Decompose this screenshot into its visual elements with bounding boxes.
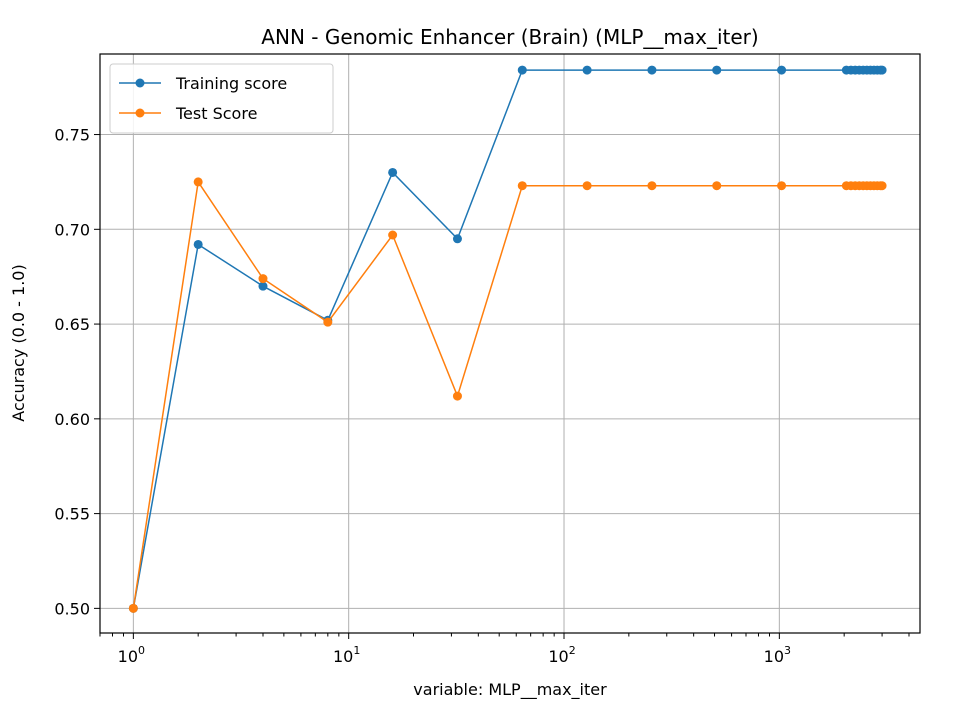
series-0-point (193, 239, 203, 249)
series-line-0 (132, 69, 883, 609)
y-tick-label: 0.55 (54, 505, 90, 524)
x-axis-label: variable: MLP__max_iter (413, 680, 607, 700)
series-1-point (582, 181, 592, 191)
y-axis-label: Accuracy (0.0 - 1.0) (9, 264, 28, 421)
series-1-point (323, 317, 333, 327)
x-tick-base: 10 (548, 647, 568, 666)
legend-box (109, 63, 334, 134)
plot-area (128, 65, 887, 613)
series-1-point (258, 274, 268, 284)
series-0-point (388, 167, 398, 177)
x-tick-base: 10 (118, 647, 138, 666)
series-0-point (877, 65, 887, 75)
x-tick-exponent: 1 (353, 644, 360, 657)
series-1-point (193, 177, 203, 187)
y-tick-label: 0.50 (54, 599, 90, 618)
series-1-point (712, 181, 722, 191)
series-1-point (777, 181, 787, 191)
grid (100, 54, 920, 633)
x-tick-base: 10 (764, 647, 784, 666)
x-tick-label: 100 (118, 644, 145, 666)
x-tick-exponent: 0 (138, 644, 145, 657)
plot-frame (99, 53, 921, 634)
x-tick-label: 101 (333, 644, 360, 666)
series-1-point (452, 391, 462, 401)
series-0-point (582, 65, 592, 75)
x-tick-base: 10 (333, 647, 353, 666)
series-1-point (128, 603, 138, 613)
series-1-point (647, 181, 657, 191)
series-0-point (452, 234, 462, 244)
series-0-point (647, 65, 657, 75)
series-0-point (517, 65, 527, 75)
series-1-point (388, 230, 398, 240)
legend-label-1: Test Score (175, 104, 257, 123)
legend-marker-0 (135, 78, 145, 88)
x-tick-label: 103 (764, 644, 791, 666)
series-0-point (777, 65, 787, 75)
chart-title: ANN - Genomic Enhancer (Brain) (MLP__max… (261, 25, 758, 49)
x-tick-label: 102 (548, 644, 575, 666)
series-0-point (712, 65, 722, 75)
y-tick-label: 0.60 (54, 410, 90, 429)
series-1-point (877, 181, 887, 191)
series-0-point (258, 281, 268, 291)
x-tick-exponent: 2 (569, 644, 576, 657)
y-tick-label: 0.75 (54, 126, 90, 145)
legend-marker-1 (135, 108, 145, 118)
x-tick-exponent: 3 (784, 644, 791, 657)
series-1-point (517, 181, 527, 191)
legend: Training score Test Score (109, 63, 334, 134)
series-line-1 (132, 179, 883, 609)
y-tick-label: 0.65 (54, 315, 90, 334)
y-tick-label: 0.70 (54, 220, 90, 239)
legend-label-0: Training score (175, 74, 287, 93)
